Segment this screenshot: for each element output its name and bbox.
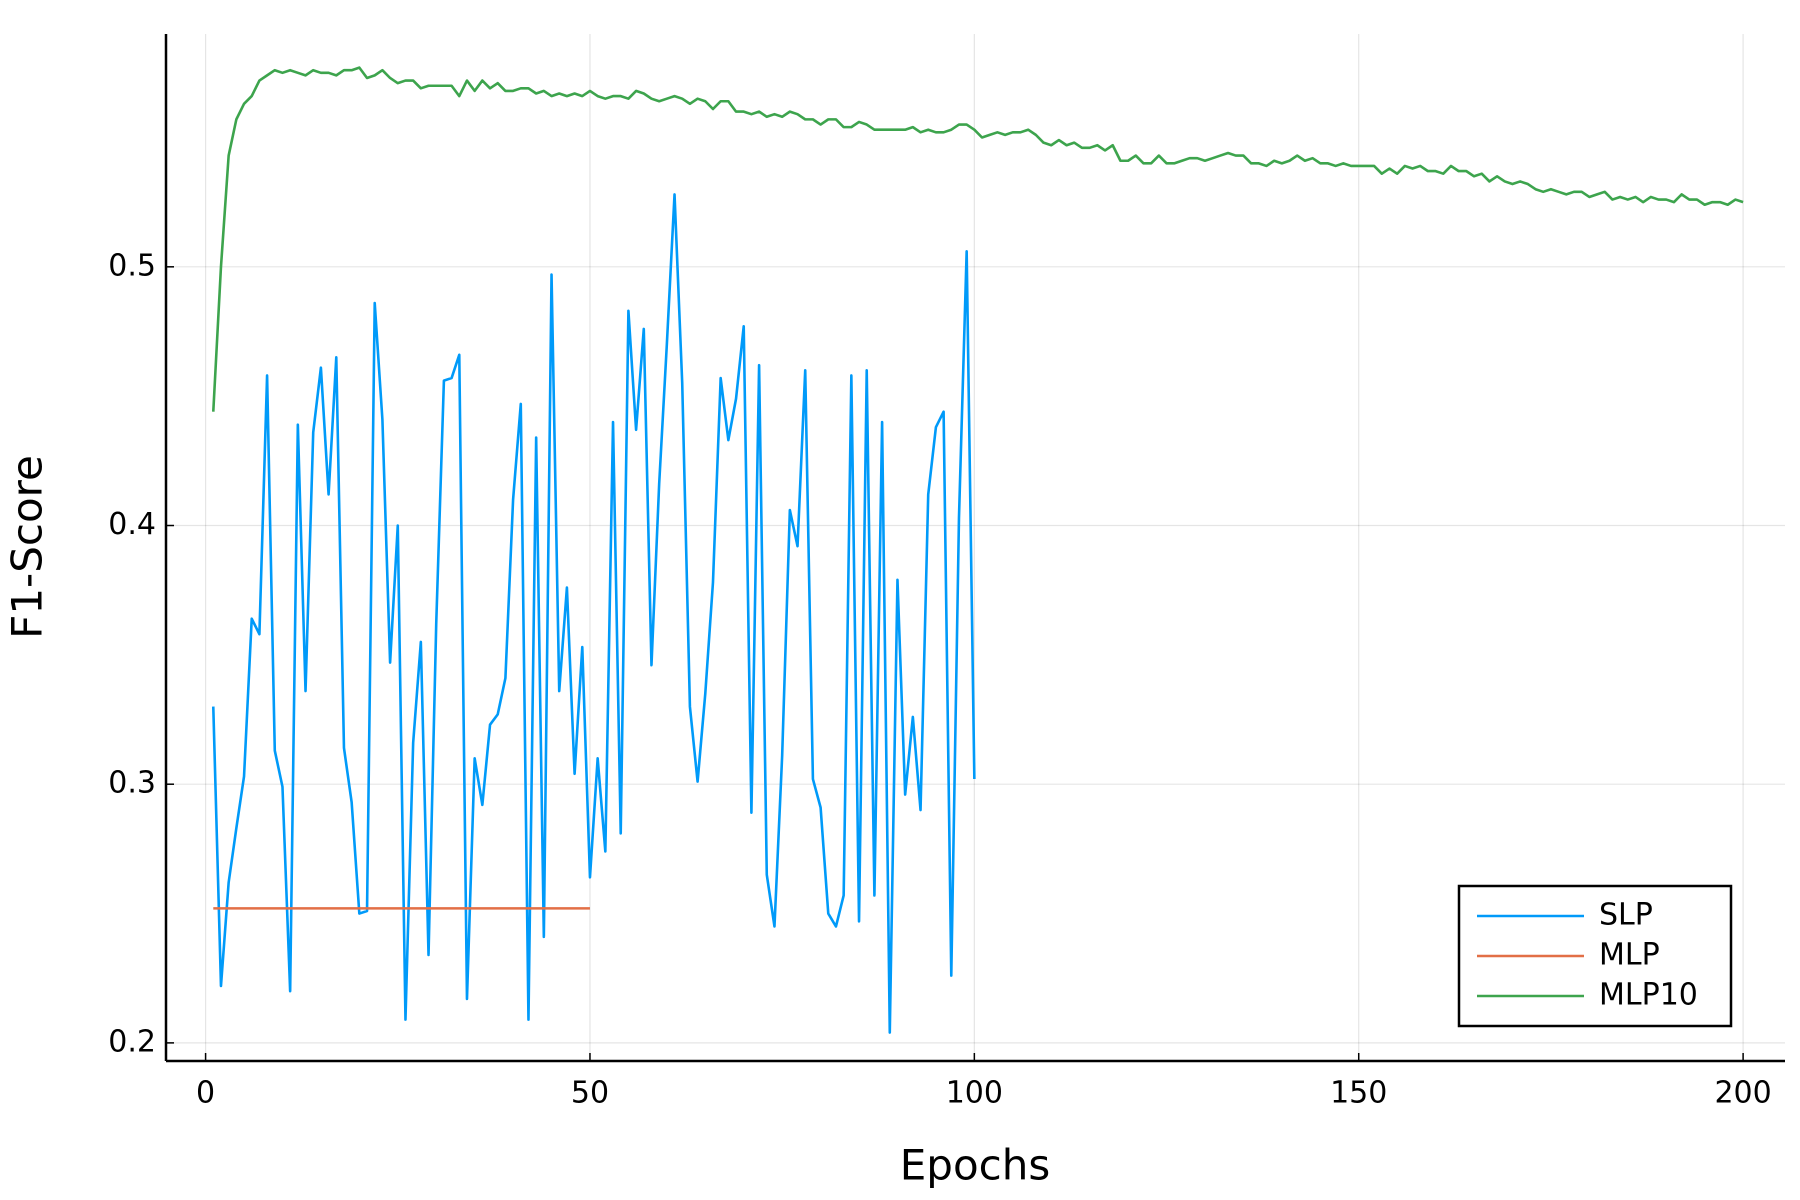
y-tick-label: 0.2 bbox=[108, 1024, 156, 1059]
y-axis-label: F1-Score bbox=[3, 455, 52, 639]
x-tick-label: 0 bbox=[196, 1076, 215, 1111]
legend-label: MLP10 bbox=[1599, 978, 1698, 1013]
x-tick-label: 150 bbox=[1330, 1076, 1387, 1111]
y-tick-label: 0.5 bbox=[108, 248, 156, 283]
legend-label: SLP bbox=[1599, 898, 1653, 933]
series-line bbox=[211, 66, 1744, 412]
y-tick-label: 0.4 bbox=[108, 507, 156, 542]
series-line bbox=[211, 193, 976, 1034]
x-axis-label: Epochs bbox=[900, 1141, 1051, 1190]
y-tick-label: 0.3 bbox=[108, 766, 156, 801]
x-tick-label: 50 bbox=[571, 1076, 609, 1111]
x-tick-label: 200 bbox=[1714, 1076, 1771, 1111]
legend-label: MLP bbox=[1599, 938, 1660, 973]
x-tick-label: 100 bbox=[946, 1076, 1003, 1111]
